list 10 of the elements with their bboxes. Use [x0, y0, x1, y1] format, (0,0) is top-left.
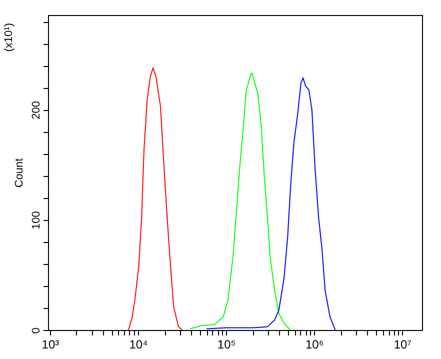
y-axis-title: Count — [14, 158, 26, 188]
text: (x10¹) — [3, 23, 15, 52]
x-tick-label: 10³ — [42, 338, 60, 352]
x-tick-label: 10⁴ — [129, 338, 148, 352]
y-tick-label: 0 — [30, 327, 42, 334]
y-tick-label: 100 — [30, 211, 42, 230]
x-tick-label: 10⁷ — [394, 338, 412, 352]
x-tick-label: 10⁶ — [305, 338, 324, 352]
x-tick-label: 10⁵ — [217, 338, 236, 352]
y-tick-label: 200 — [30, 101, 42, 120]
